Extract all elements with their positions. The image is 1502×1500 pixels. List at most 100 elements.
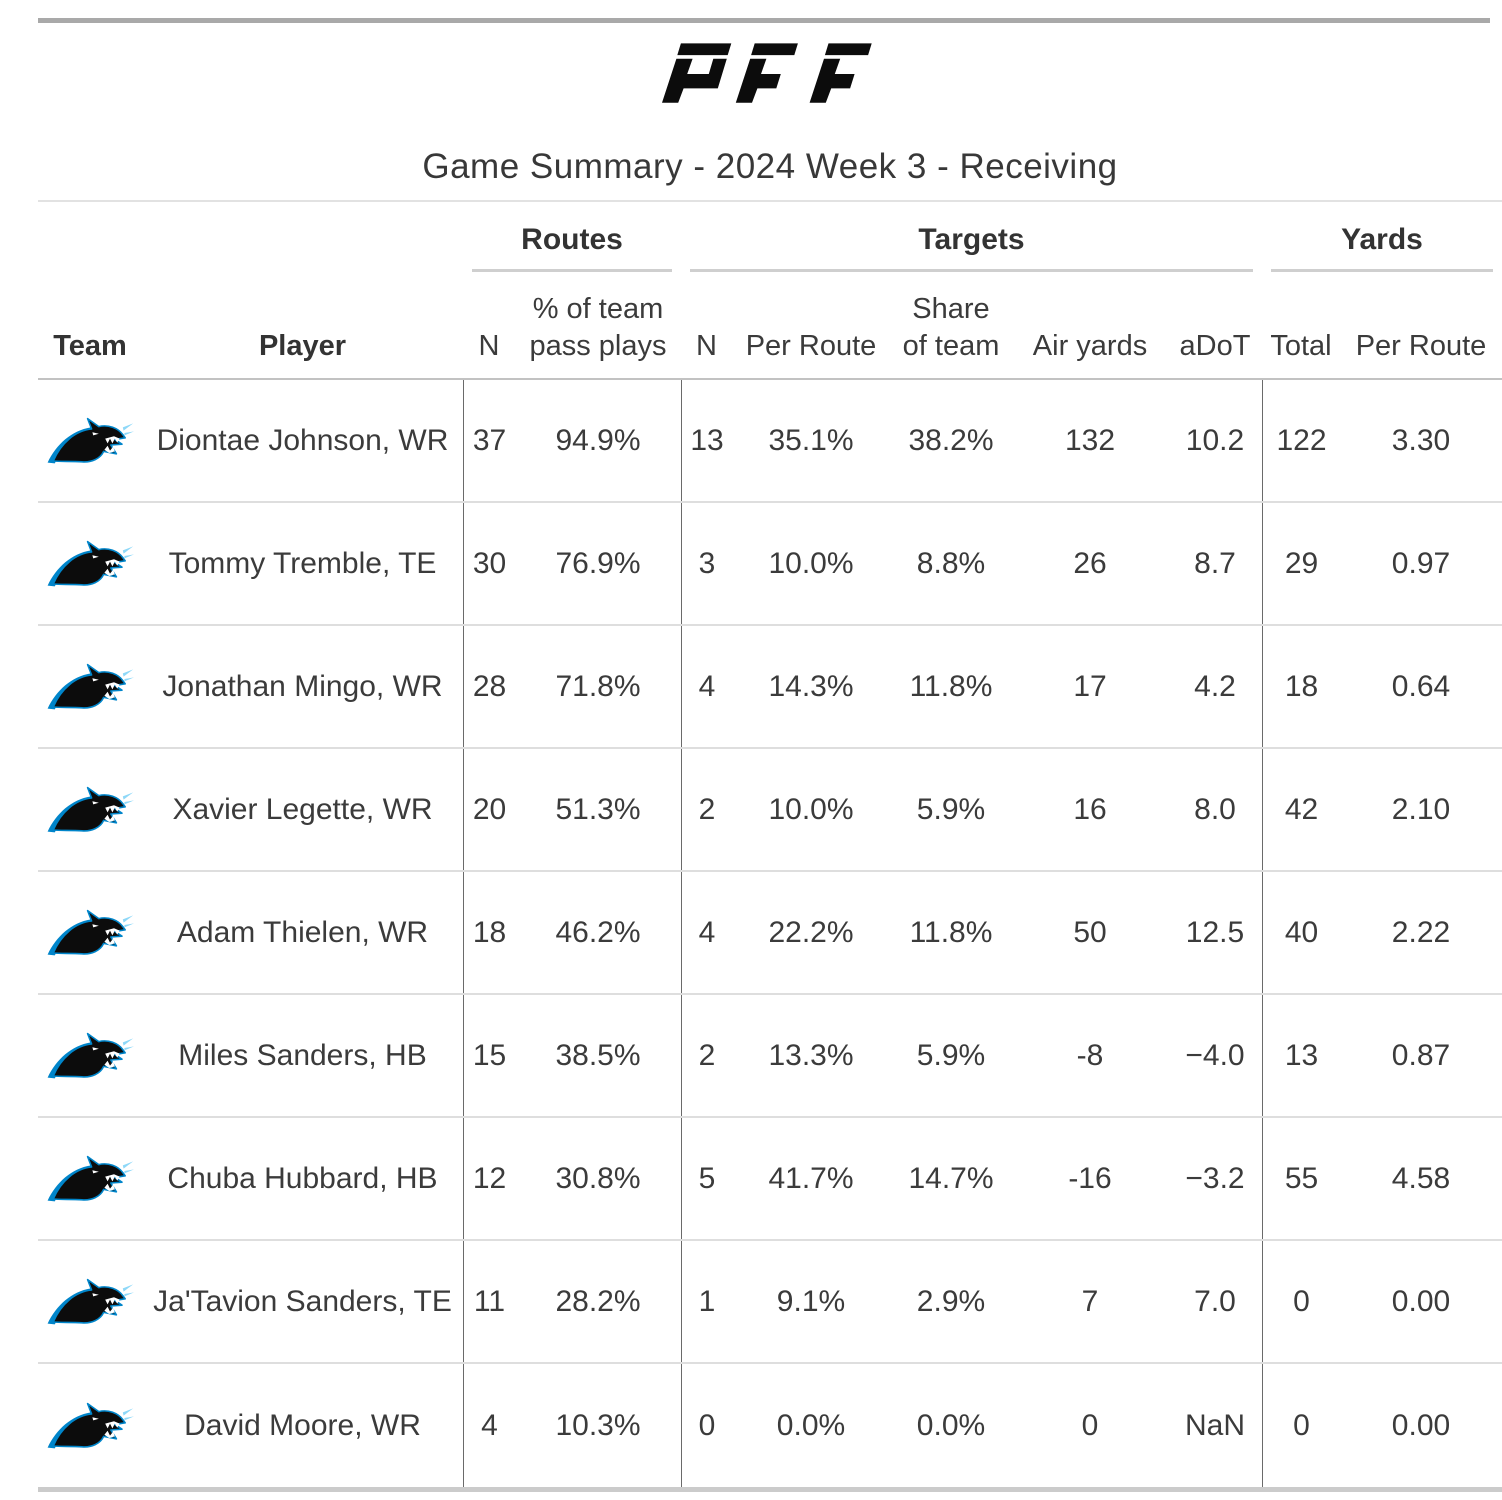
table-row: Xavier Legette, WR 20 51.3% 2 10.0% 5.9%… bbox=[38, 749, 1502, 872]
routes-n-value: 30 bbox=[463, 503, 515, 624]
routes-pct-value: 94.9% bbox=[555, 423, 641, 457]
adot-value: 4.2 bbox=[1194, 669, 1236, 703]
targets-per-route-value: 9.1% bbox=[776, 1284, 846, 1318]
air-yards-value: 132 bbox=[1064, 423, 1116, 457]
col-header-targets-n: N bbox=[696, 330, 717, 362]
table-row: David Moore, WR 4 10.3% 0 0.0% 0.0% 0 Na… bbox=[38, 1364, 1502, 1487]
targets-n-value: 5 bbox=[681, 1118, 732, 1239]
stats-table: Routes Targets Yards Team Player N % of … bbox=[38, 200, 1502, 1492]
team-cell bbox=[38, 1118, 142, 1239]
team-cell bbox=[38, 503, 142, 624]
targets-n-value: 2 bbox=[681, 995, 732, 1116]
targets-n-value: 1 bbox=[681, 1241, 732, 1362]
yards-per-route-value: 3.30 bbox=[1391, 423, 1451, 457]
routes-pct-value: 71.8% bbox=[555, 669, 641, 703]
routes-group-label: Routes bbox=[521, 223, 623, 256]
air-yards-value: 7 bbox=[1081, 1284, 1099, 1318]
yards-total-value: 0 bbox=[1262, 1241, 1340, 1362]
adot-value: NaN bbox=[1184, 1408, 1245, 1442]
yards-per-route-value: 0.00 bbox=[1391, 1284, 1451, 1318]
player-name: David Moore, WR bbox=[184, 1408, 421, 1442]
adot-value: −3.2 bbox=[1185, 1161, 1245, 1195]
col-header-team: Team bbox=[53, 330, 127, 362]
panthers-logo-icon bbox=[46, 1396, 134, 1456]
yards-per-route-value: 0.00 bbox=[1391, 1408, 1451, 1442]
yards-total-value: 40 bbox=[1262, 872, 1340, 993]
yards-per-route-value: 0.87 bbox=[1391, 1038, 1451, 1072]
target-share-value: 0.0% bbox=[916, 1408, 986, 1442]
adot-value: 8.7 bbox=[1194, 546, 1236, 580]
targets-per-route-value: 22.2% bbox=[768, 915, 854, 949]
targets-per-route-value: 14.3% bbox=[768, 669, 854, 703]
panthers-logo-icon bbox=[46, 903, 134, 963]
routes-n-value: 11 bbox=[463, 1241, 515, 1362]
routes-pct-value: 51.3% bbox=[555, 792, 641, 826]
air-yards-value: -16 bbox=[1068, 1161, 1112, 1195]
targets-per-route-value: 10.0% bbox=[768, 546, 854, 580]
targets-per-route-value: 10.0% bbox=[768, 792, 854, 826]
air-yards-value: -8 bbox=[1076, 1038, 1104, 1072]
player-name: Adam Thielen, WR bbox=[176, 915, 429, 949]
team-cell bbox=[38, 380, 142, 501]
player-name: Xavier Legette, WR bbox=[172, 792, 433, 826]
target-share-value: 38.2% bbox=[908, 423, 994, 457]
yards-group-underline bbox=[1271, 269, 1493, 272]
targets-n-value: 3 bbox=[681, 503, 732, 624]
target-share-value: 14.7% bbox=[908, 1161, 994, 1195]
yards-total-value: 29 bbox=[1262, 503, 1340, 624]
yards-group-label: Yards bbox=[1341, 223, 1423, 256]
routes-pct-value: 46.2% bbox=[555, 915, 641, 949]
target-share-value: 8.8% bbox=[916, 546, 986, 580]
table-row: Tommy Tremble, TE 30 76.9% 3 10.0% 8.8% … bbox=[38, 503, 1502, 626]
top-divider-bar bbox=[38, 18, 1490, 23]
table-header: Routes Targets Yards Team Player N % of … bbox=[38, 200, 1502, 380]
targets-per-route-value: 0.0% bbox=[776, 1408, 846, 1442]
table-row: Ja'Tavion Sanders, TE 11 28.2% 1 9.1% 2.… bbox=[38, 1241, 1502, 1364]
col-header-share-line2: of team bbox=[902, 330, 1000, 362]
target-share-value: 11.8% bbox=[909, 669, 993, 703]
table-row: Diontae Johnson, WR 37 94.9% 13 35.1% 38… bbox=[38, 380, 1502, 503]
panthers-logo-icon bbox=[46, 534, 134, 594]
routes-pct-value: 30.8% bbox=[555, 1161, 641, 1195]
col-header-yards-per-route: Per Route bbox=[1355, 330, 1487, 362]
column-group-routes: Routes bbox=[463, 202, 681, 272]
targets-n-value: 2 bbox=[681, 749, 732, 870]
table-row: Jonathan Mingo, WR 28 71.8% 4 14.3% 11.8… bbox=[38, 626, 1502, 749]
column-group-targets: Targets bbox=[681, 202, 1262, 272]
routes-n-value: 15 bbox=[463, 995, 515, 1116]
targets-n-value: 13 bbox=[681, 380, 732, 501]
table-row: Adam Thielen, WR 18 46.2% 4 22.2% 11.8% … bbox=[38, 872, 1502, 995]
yards-total-value: 55 bbox=[1262, 1118, 1340, 1239]
player-name: Diontae Johnson, WR bbox=[156, 423, 449, 457]
team-cell bbox=[38, 995, 142, 1116]
routes-pct-value: 10.3% bbox=[555, 1408, 641, 1442]
player-name: Miles Sanders, HB bbox=[178, 1038, 427, 1072]
routes-group-underline bbox=[472, 269, 672, 272]
routes-n-value: 4 bbox=[463, 1364, 515, 1487]
routes-n-value: 18 bbox=[463, 872, 515, 993]
targets-n-value: 4 bbox=[681, 872, 732, 993]
target-share-value: 2.9% bbox=[916, 1284, 986, 1318]
target-share-value: 5.9% bbox=[916, 792, 986, 826]
adot-value: 7.0 bbox=[1194, 1284, 1236, 1318]
player-name: Jonathan Mingo, WR bbox=[162, 669, 443, 703]
panthers-logo-icon bbox=[46, 657, 134, 717]
target-share-value: 11.8% bbox=[909, 915, 993, 949]
col-header-total: Total bbox=[1270, 330, 1332, 362]
yards-total-value: 0 bbox=[1262, 1364, 1340, 1487]
targets-per-route-value: 41.7% bbox=[768, 1161, 854, 1195]
routes-n-value: 12 bbox=[463, 1118, 515, 1239]
col-header-routes-n: N bbox=[478, 330, 500, 362]
team-cell bbox=[38, 1364, 142, 1487]
team-cell bbox=[38, 749, 142, 870]
yards-per-route-value: 4.58 bbox=[1391, 1161, 1451, 1195]
player-name: Tommy Tremble, TE bbox=[168, 546, 437, 580]
adot-value: 10.2 bbox=[1185, 423, 1245, 457]
column-group-yards: Yards bbox=[1262, 202, 1502, 272]
team-cell bbox=[38, 626, 142, 747]
yards-total-value: 18 bbox=[1262, 626, 1340, 747]
adot-value: −4.0 bbox=[1185, 1038, 1245, 1072]
group-spacer bbox=[38, 202, 463, 272]
column-header-row: Team Player N % of team pass plays N Per… bbox=[38, 272, 1502, 378]
pff-logo bbox=[662, 43, 872, 103]
